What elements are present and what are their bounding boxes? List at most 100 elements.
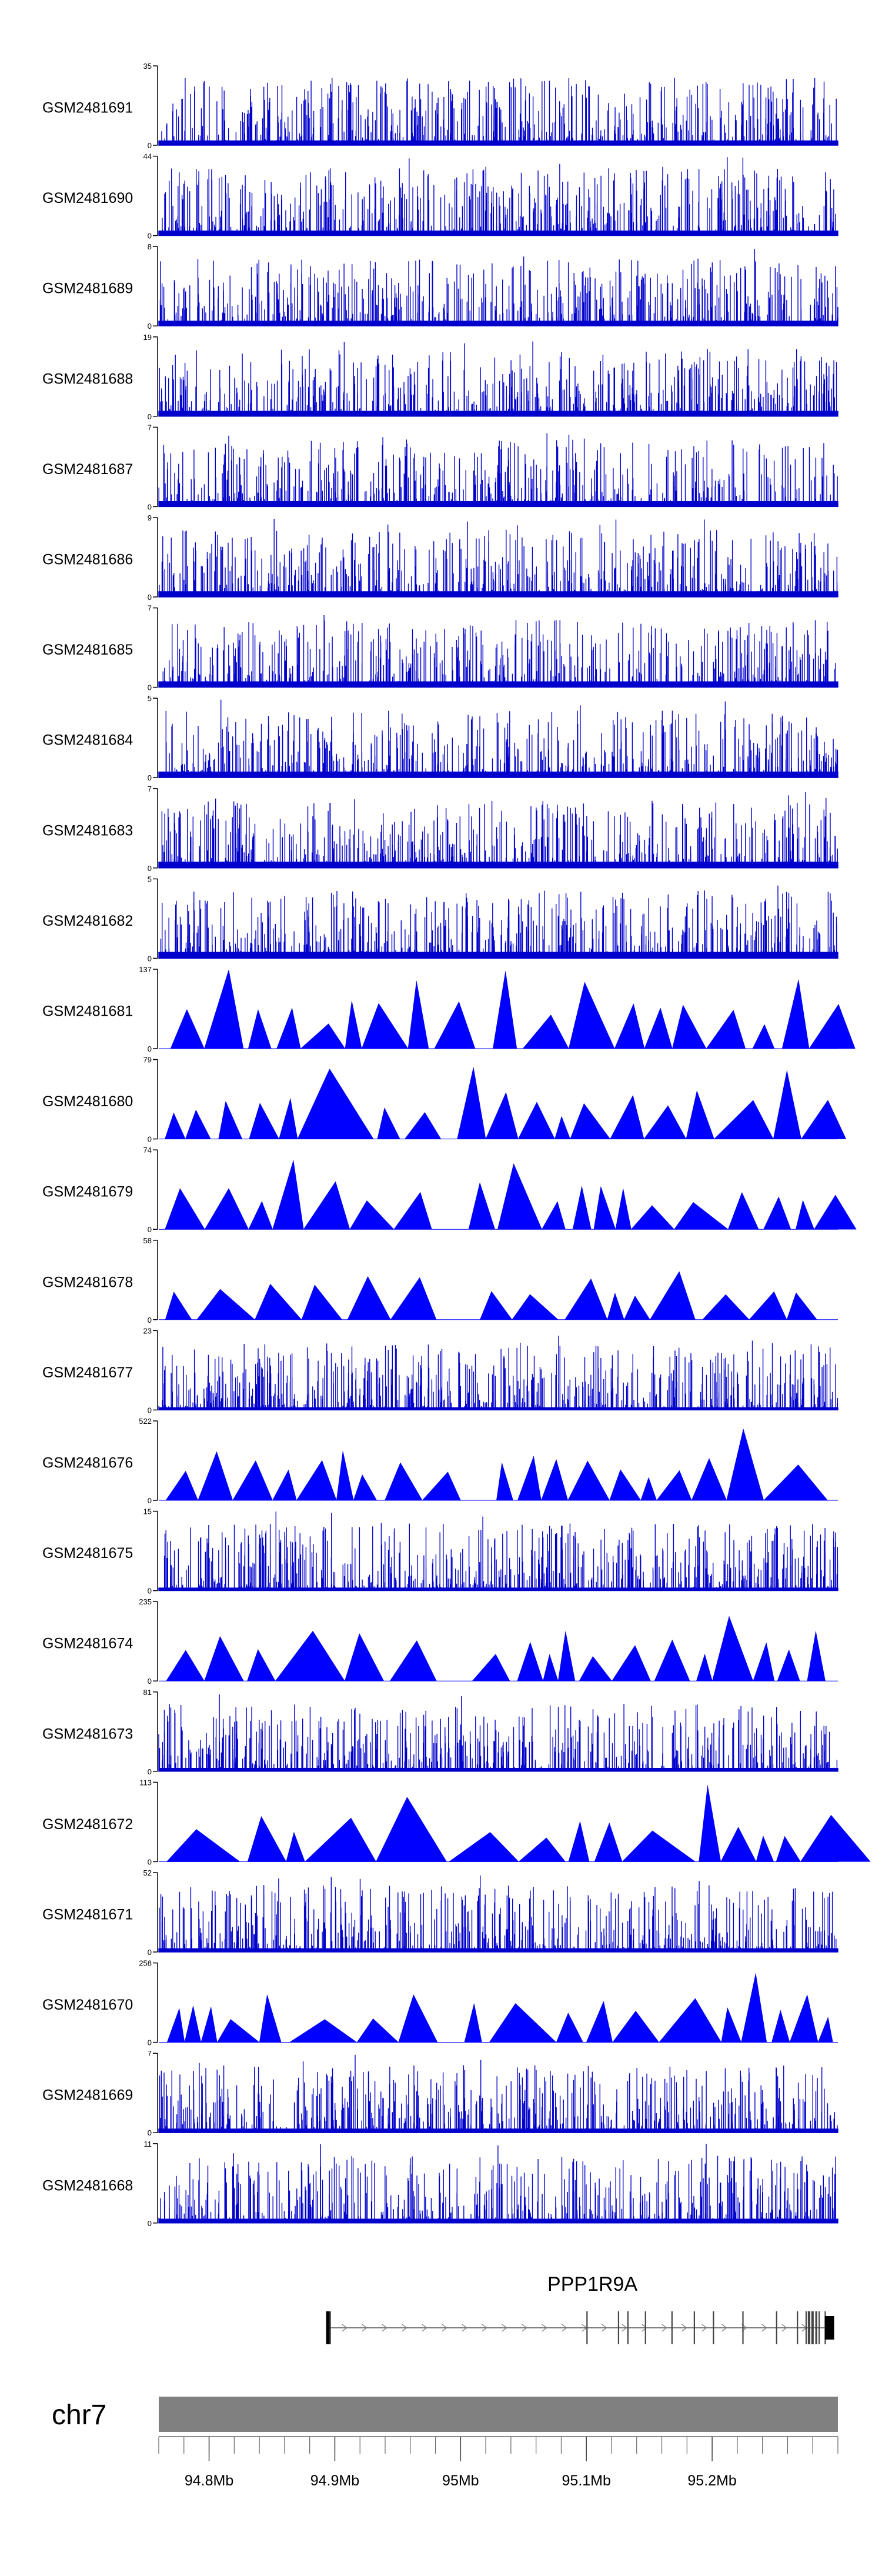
gene-exon [742,2311,744,2344]
track-GSM2481681: GSM2481681 137 0 [42,965,856,1053]
coverage-signal [158,157,838,236]
y-zero-label: 0 [148,1948,152,1957]
track-label: GSM2481676 [42,1455,133,1471]
coverage-signal [158,1336,838,1411]
genomic-axis: 94.8Mb 94.9Mb 95Mb 95.1Mb 95.2Mb [158,2436,838,2489]
track-GSM2481689: GSM2481689 8 0 [42,242,838,331]
y-zero-label: 0 [148,2038,152,2047]
y-zero-label: 0 [148,1045,152,1053]
strand-arrow-icon [342,2324,348,2332]
coverage-signal [158,1694,838,1772]
y-max-label: 79 [143,1056,152,1065]
gene-exon [808,2311,811,2344]
y-zero-label: 0 [148,1857,152,1866]
strand-arrow-icon [761,2324,767,2332]
y-max-label: 44 [143,152,152,161]
y-max-label: 23 [143,1326,152,1335]
y-max-label: 5 [148,875,152,883]
y-zero-label: 0 [148,141,152,150]
y-zero-label: 0 [148,683,152,692]
y-zero-label: 0 [148,1767,152,1776]
y-zero-label: 0 [148,1135,152,1144]
y-max-label: 19 [143,333,152,342]
coverage-signal [166,1616,826,1681]
gene-exon [586,2311,588,2344]
y-zero-label: 0 [148,1677,152,1686]
y-max-label: 522 [139,1417,152,1426]
track-label: GSM2481675 [42,1545,133,1561]
track-label: GSM2481679 [42,1184,133,1200]
track-GSM2481668: GSM2481668 11 0 [42,2140,838,2228]
track-GSM2481684: GSM2481684 5 0 [42,694,838,782]
track-label: GSM2481687 [42,461,133,478]
track-label: GSM2481685 [42,642,133,658]
strand-arrow-icon [402,2324,407,2332]
track-GSM2481671: GSM2481671 52 0 [42,1868,838,1957]
coverage-signal [170,969,856,1049]
coverage-signal [158,2054,838,2133]
strand-arrow-icon [522,2324,527,2332]
track-label: GSM2481690 [42,190,133,206]
strand-arrow-icon [721,2324,727,2332]
y-max-label: 7 [148,2049,152,2058]
y-zero-label: 0 [148,1587,152,1596]
y-max-label: 11 [144,2140,152,2148]
coverage-signal [158,433,838,508]
track-GSM2481678: GSM2481678 58 0 [42,1236,838,1324]
coverage-signal [158,615,838,688]
track-GSM2481679: GSM2481679 74 0 [42,1146,857,1234]
track-label: GSM2481671 [42,1907,133,1923]
track-label: GSM2481669 [42,2087,133,2104]
strand-arrow-icon [781,2324,787,2332]
track-GSM2481680: GSM2481680 79 0 [42,1056,847,1144]
y-zero-label: 0 [148,1316,152,1324]
y-max-label: 58 [143,1236,152,1245]
y-max-label: 5 [148,694,152,703]
strand-arrow-icon [462,2324,467,2332]
coverage-signal [158,885,838,959]
axis-tick-label: 94.8Mb [185,2472,233,2489]
track-GSM2481687: GSM2481687 7 0 [42,423,838,511]
track-GSM2481690: GSM2481690 44 0 [42,152,838,241]
track-label: GSM2481677 [42,1364,133,1381]
chromosome-ideogram [159,2397,838,2432]
track-label: GSM2481672 [42,1816,133,1833]
gene-exon [713,2311,714,2344]
track-label: GSM2481686 [42,552,133,568]
gene-exon [807,2311,810,2344]
y-max-label: 7 [148,604,152,613]
track-label: GSM2481668 [42,2177,133,2194]
axis-tick-label: 94.9Mb [310,2472,359,2489]
gene-exon [811,2311,813,2344]
track-GSM2481669: GSM2481669 7 0 [42,2049,838,2137]
y-max-label: 8 [148,242,152,251]
y-max-label: 137 [139,965,152,974]
y-zero-label: 0 [148,954,152,963]
track-label: GSM2481688 [42,371,133,387]
track-GSM2481675: GSM2481675 15 0 [42,1507,838,1596]
chromosome-label: chr7 [52,2400,106,2431]
coverage-signal [165,1428,828,1501]
gene-exon [812,2311,814,2344]
track-GSM2481688: GSM2481688 19 0 [42,333,838,421]
track-label: GSM2481681 [42,1003,133,1020]
gene-exon [805,2311,807,2344]
gene-exon [818,2311,820,2344]
y-max-label: 15 [143,1507,152,1516]
track-label: GSM2481691 [42,100,133,116]
axis-tick-label: 95.1Mb [562,2472,611,2489]
track-GSM2481686: GSM2481686 9 0 [42,513,838,602]
gene-exon [815,2311,817,2344]
track-label: GSM2481670 [42,1997,133,2013]
gene-exon [776,2311,777,2344]
strand-arrow-icon [681,2324,687,2332]
gene-exon [671,2311,673,2344]
y-max-label: 113 [139,1778,152,1787]
axis-tick-label: 95.2Mb [687,2472,736,2489]
track-label: GSM2481682 [42,913,133,929]
y-max-label: 81 [143,1688,152,1697]
coverage-signal [165,1067,847,1139]
strand-arrow-icon [701,2324,707,2332]
track-GSM2481672: GSM2481672 113 0 [42,1778,871,1866]
